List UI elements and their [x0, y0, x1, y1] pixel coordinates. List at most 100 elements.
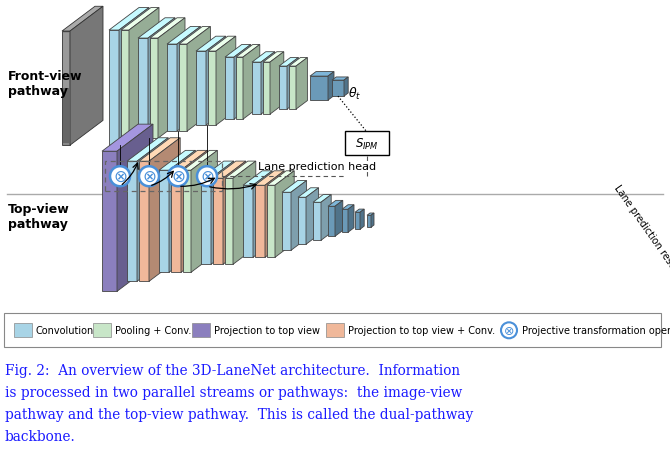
Polygon shape — [328, 207, 335, 237]
Polygon shape — [183, 171, 191, 273]
Polygon shape — [196, 52, 206, 126]
Text: $\theta_t$: $\theta_t$ — [348, 86, 361, 102]
Polygon shape — [355, 213, 360, 230]
Polygon shape — [158, 19, 185, 139]
Polygon shape — [191, 151, 217, 273]
Polygon shape — [109, 9, 149, 31]
Polygon shape — [335, 201, 343, 237]
Polygon shape — [63, 89, 69, 144]
Polygon shape — [279, 67, 287, 110]
Polygon shape — [255, 186, 265, 258]
Text: $\otimes$: $\otimes$ — [142, 168, 156, 186]
Text: $\otimes$: $\otimes$ — [113, 168, 127, 186]
Polygon shape — [252, 53, 275, 63]
Text: pathway and the top-view pathway.  This is called the dual-pathway: pathway and the top-view pathway. This i… — [5, 407, 473, 421]
Polygon shape — [225, 162, 256, 179]
Polygon shape — [306, 189, 319, 245]
Polygon shape — [179, 45, 187, 132]
Polygon shape — [233, 162, 256, 265]
Polygon shape — [70, 7, 103, 146]
Polygon shape — [109, 31, 119, 146]
Polygon shape — [296, 58, 308, 110]
Text: Convolution: Convolution — [36, 326, 94, 336]
Polygon shape — [150, 39, 158, 139]
Polygon shape — [265, 171, 284, 258]
Polygon shape — [225, 46, 251, 58]
Polygon shape — [234, 46, 251, 120]
Polygon shape — [360, 210, 364, 230]
Polygon shape — [159, 151, 196, 171]
Bar — [93, 324, 111, 337]
Polygon shape — [263, 53, 284, 63]
Text: Fig. 2:  An overview of the 3D-LaneNet architecture.  Information: Fig. 2: An overview of the 3D-LaneNet ar… — [5, 364, 460, 377]
Polygon shape — [181, 151, 208, 273]
Polygon shape — [282, 181, 307, 193]
Polygon shape — [321, 195, 331, 241]
Polygon shape — [171, 171, 181, 273]
Polygon shape — [243, 186, 253, 258]
Polygon shape — [310, 73, 334, 77]
Polygon shape — [279, 58, 298, 67]
Polygon shape — [201, 162, 234, 179]
Circle shape — [168, 167, 188, 187]
Text: is processed in two parallel streams or pathways:  the image-view: is processed in two parallel streams or … — [5, 385, 462, 399]
FancyBboxPatch shape — [345, 132, 389, 156]
Polygon shape — [206, 37, 226, 126]
Polygon shape — [201, 179, 211, 265]
Polygon shape — [342, 210, 348, 233]
Polygon shape — [196, 37, 226, 52]
Polygon shape — [63, 34, 69, 89]
Polygon shape — [208, 37, 236, 52]
Polygon shape — [348, 205, 354, 233]
Text: Projective transformation operation: Projective transformation operation — [522, 326, 670, 336]
Text: $\otimes$: $\otimes$ — [171, 168, 185, 186]
Polygon shape — [367, 216, 371, 228]
Polygon shape — [225, 58, 234, 120]
Polygon shape — [243, 46, 260, 120]
Polygon shape — [313, 195, 331, 203]
Polygon shape — [127, 162, 137, 282]
Polygon shape — [342, 205, 354, 210]
Text: Projection to top view + Conv.: Projection to top view + Conv. — [348, 326, 495, 336]
Circle shape — [197, 167, 217, 187]
Polygon shape — [149, 138, 180, 282]
Bar — [326, 324, 344, 337]
Polygon shape — [328, 201, 343, 207]
Polygon shape — [127, 138, 168, 162]
Polygon shape — [171, 151, 208, 171]
Polygon shape — [298, 189, 319, 198]
Polygon shape — [253, 171, 272, 258]
Polygon shape — [344, 78, 348, 97]
Text: $\otimes$: $\otimes$ — [503, 324, 515, 337]
Polygon shape — [367, 213, 374, 216]
Circle shape — [139, 167, 159, 187]
Polygon shape — [62, 32, 70, 146]
Polygon shape — [267, 171, 294, 186]
Bar — [192, 324, 210, 337]
Polygon shape — [138, 19, 175, 39]
Polygon shape — [289, 67, 296, 110]
Bar — [14, 324, 32, 337]
Polygon shape — [179, 28, 210, 45]
Text: backbone.: backbone. — [5, 429, 76, 443]
Text: Projection to top view: Projection to top view — [214, 326, 320, 336]
Polygon shape — [167, 28, 200, 45]
Polygon shape — [159, 171, 169, 273]
Polygon shape — [138, 39, 148, 139]
Text: Top-view
pathway: Top-view pathway — [8, 203, 70, 231]
Polygon shape — [211, 162, 234, 265]
Polygon shape — [216, 37, 236, 126]
Polygon shape — [371, 213, 374, 228]
Polygon shape — [355, 210, 364, 213]
Polygon shape — [310, 77, 328, 101]
Polygon shape — [223, 162, 246, 265]
Polygon shape — [102, 152, 117, 292]
Polygon shape — [169, 151, 196, 273]
Polygon shape — [117, 125, 153, 292]
Polygon shape — [139, 162, 149, 282]
Polygon shape — [102, 125, 153, 152]
Polygon shape — [332, 81, 344, 97]
Polygon shape — [213, 179, 223, 265]
Polygon shape — [289, 58, 308, 67]
Polygon shape — [137, 138, 168, 282]
